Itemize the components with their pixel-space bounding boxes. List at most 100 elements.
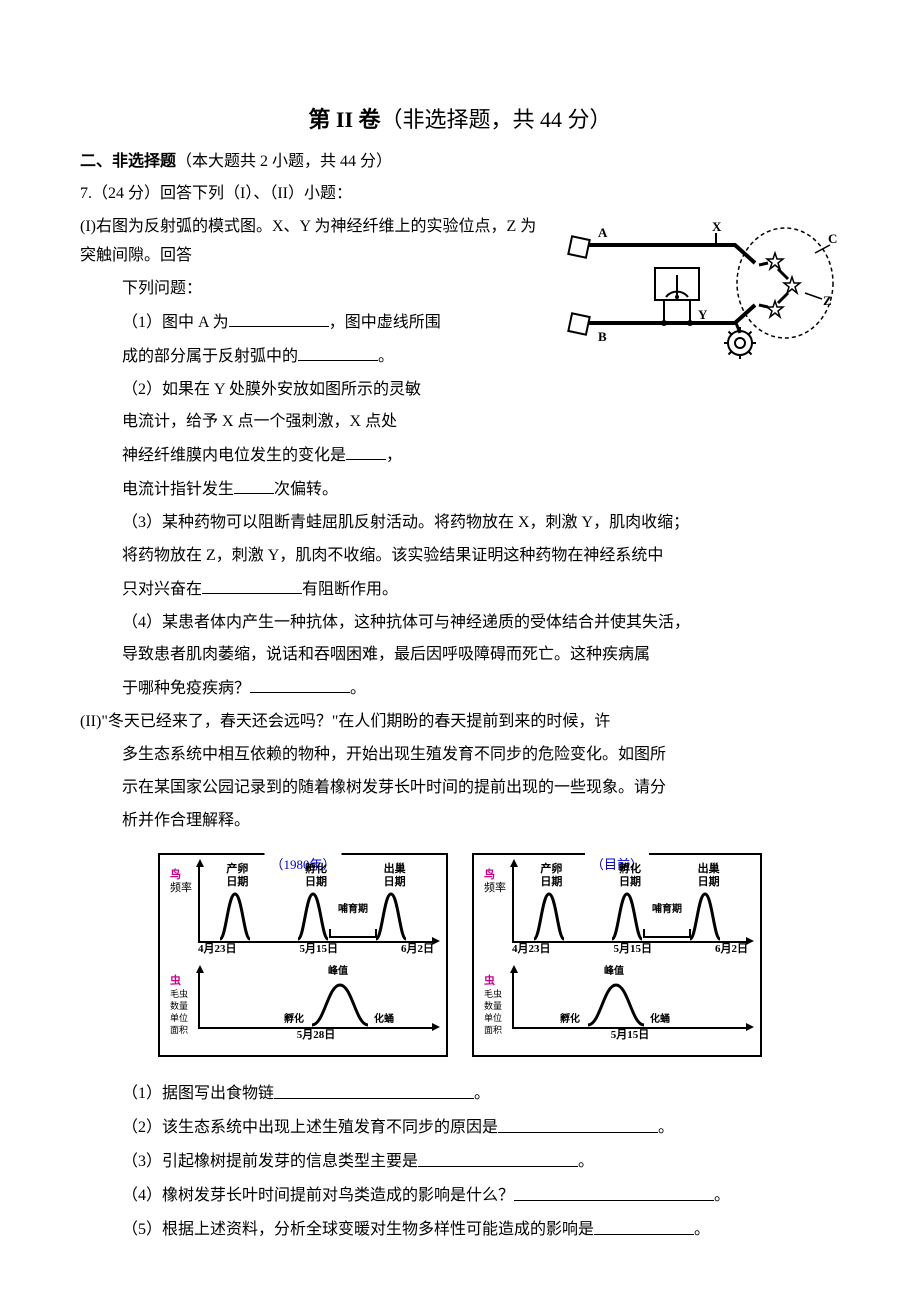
partI-s4b: 导致患者肌肉萎缩，说话和吞咽困难，最后因呼吸障碍而死亡。这种疾病属 [80,641,840,670]
label-B: B [598,329,607,344]
bird-axis-l: 哺育期 [198,865,434,943]
hatch-label-r: 孵化 [560,1015,580,1025]
arrow-y-icon [196,965,204,973]
worm-species-l: 虫 [170,975,181,987]
partI-s3a: （3）某种药物可以阻断青蛙屈肌反射活动。将药物放在 X，刺激 Y，肌肉收缩； [80,509,840,538]
pII-q5: （5）根据上述资料，分析全球变暖对生物多样性可能造成的影响是。 [80,1215,840,1245]
peak-label-r: 峰值 [604,967,624,977]
partII-h2: 多生态系统中相互依赖的物种，开始出现生殖发育不同步的危险变化。如图所 [80,741,840,770]
section-note: （本大题共 2 小题，共 44 分） [176,153,392,170]
charts-container: （1980年） 鸟 频率 产卵日期 孵化日期 出巢日期 哺育期 [80,853,840,1057]
partI-s2c-line: 神经纤维膜内电位发生的变化是 ， [80,441,550,471]
label-X: X [712,219,722,234]
partI-s3b: 将药物放在 Z，刺激 Y，肌肉不收缩。该实验结果证明这种药物在神经系统中 [80,542,840,571]
partI-h1: (I)右图为反射弧的模式图。X、Y 为神经纤维上的实验位点，Z 为突触间隙。回答 [80,213,550,271]
worm-tick-r: 5月15日 [512,1026,748,1046]
bird-chart-right: 鸟 频率 产卵日期 孵化日期 出巢日期 哺育期 4月23日 5月15日 6月2日 [482,861,752,961]
partI-s4c-line: 于哪种免疫疾病？ 。 [80,674,840,704]
partI-h2: 下列问题： [80,275,550,304]
feed-label-r: 哺育期 [652,905,682,915]
peak-label-l: 峰值 [328,967,348,977]
reflex-arc-figure: A B X Y [560,213,840,363]
title-sub: （非选择题，共 44 分） [381,107,612,132]
s2d: ， [386,447,402,464]
blank-s2-1[interactable] [346,441,386,460]
blank-pII-1[interactable] [274,1079,474,1098]
label-C: C [828,231,837,246]
peak-icon [688,886,722,941]
peak-icon [296,886,330,941]
blank-s1-2[interactable] [298,342,378,361]
pII-q2: （2）该生态系统中出现上述生殖发育不同步的原因是。 [80,1113,840,1143]
partI-s1c-line: 成的部分属于反射弧中的 。 [80,342,550,372]
s2c: 神经纤维膜内电位发生的变化是 [122,447,346,464]
bird-axis-r: 哺育期 [512,865,748,943]
q7-points: （24 分）回答下列（I）、（II）小题： [92,185,352,202]
pupa-label-r: 化蛹 [650,1015,670,1025]
blank-pII-5[interactable] [594,1215,694,1234]
partI-s2e-line: 电流计指针发生 次偏转。 [80,475,550,505]
bird-ticks-r: 4月23日 5月15日 6月2日 [512,940,748,960]
blank-s1-1[interactable] [229,308,329,327]
label-A: A [598,225,608,240]
partI-s4a: （4）某患者体内产生一种抗体，这种抗体可与神经递质的受体结合并使其失活， [80,609,840,638]
arrow-y-icon [196,859,204,867]
partI-s2a: （2）如果在 Y 处膜外安放如图所示的灵敏 [80,376,550,405]
chart-panel-now: （目前） 鸟 频率 产卵日期 孵化日期 出巢日期 哺育期 4月23日 [472,853,762,1057]
partI-s2b: 电流计，给予 X 点一个强刺激，X 点处 [80,408,550,437]
label-Z: Z [823,293,832,308]
peak-icon [310,979,370,1027]
s2e: 电流计指针发生 [122,481,234,498]
arrow-y-icon [510,859,518,867]
partII-h1: (II)"冬天已经来了，春天还会远吗？"在人们期盼的春天提前到来的时候，许 [80,708,840,737]
feed-label-l: 哺育期 [338,905,368,915]
worm-ylabel-l: 虫 毛虫数量 单位面积 [170,975,194,1035]
bird-ylabel-r: 鸟 频率 [484,869,508,893]
chart-panel-1980: （1980年） 鸟 频率 产卵日期 孵化日期 出巢日期 哺育期 [158,853,448,1057]
bird-ylabel-left: 鸟 频率 [170,869,194,893]
pupa-label-l: 化蛹 [374,1015,394,1025]
q7-num: 7. [80,185,92,202]
q7-header: 7.（24 分）回答下列（I）、（II）小题： [80,180,840,209]
blank-pII-2[interactable] [498,1113,658,1132]
peak-icon [586,979,646,1027]
worm-ylabel-r: 虫 毛虫数量 单位面积 [484,975,508,1035]
hatch-label-l: 孵化 [284,1015,304,1025]
peak-icon [218,886,252,941]
pII-q1: （1）据图写出食物链。 [80,1079,840,1109]
s1c: 成的部分属于反射弧中的 [122,348,298,365]
bird-chart-left: 鸟 频率 产卵日期 孵化日期 出巢日期 哺育期 4月23日 5月15日 6月2日 [168,861,438,961]
bird-species-l: 鸟 [170,869,181,881]
s2f: 次偏转。 [274,481,338,498]
s4d: 。 [350,680,366,697]
peak-icon [374,886,408,941]
section-prefix: 二、非选择题 [80,153,176,170]
blank-s3[interactable] [202,575,302,594]
s3d: 有阻断作用。 [302,581,398,598]
partI-s1: （1）图中 A 为 ，图中虚线所围 [80,308,550,338]
pII-q3: （3）引起橡树提前发芽的信息类型主要是。 [80,1147,840,1177]
s4c: 于哪种免疫疾病？ [122,680,250,697]
s1b: ，图中虚线所围 [329,314,441,331]
worm-axis-r: 峰值 孵化 化蛹 [512,971,748,1029]
s1d: 。 [378,348,394,365]
label-Y: Y [698,307,708,322]
partII-h3: 示在某国家公园记录到的随着橡树发芽长叶时间的提前出现的一些现象。请分 [80,774,840,803]
partII-h4: 析并作合理解释。 [80,807,840,836]
worm-chart-left: 虫 毛虫数量 单位面积 峰值 孵化 化蛹 5月28日 [168,967,438,1047]
partI-s3c-line: 只对兴奋在有阻断作用。 [80,575,840,605]
worm-axis-l: 峰值 孵化 化蛹 [198,971,434,1029]
peak-icon [610,886,644,941]
blank-s4[interactable] [250,674,350,693]
title-main: 第 II 卷 [308,107,380,132]
arrow-y-icon [510,965,518,973]
blank-pII-3[interactable] [418,1147,578,1166]
blank-pII-4[interactable] [514,1181,714,1200]
page-title: 第 II 卷（非选择题，共 44 分） [80,100,840,140]
s1a: （1）图中 A 为 [122,314,229,331]
bird-yaxis-l: 频率 [170,882,192,894]
blank-s2-2[interactable] [234,475,274,494]
peak-icon [532,886,566,941]
worm-chart-right: 虫 毛虫数量 单位面积 峰值 孵化 化蛹 5月15日 [482,967,752,1047]
bird-ticks-l: 4月23日 5月15日 6月2日 [198,940,434,960]
